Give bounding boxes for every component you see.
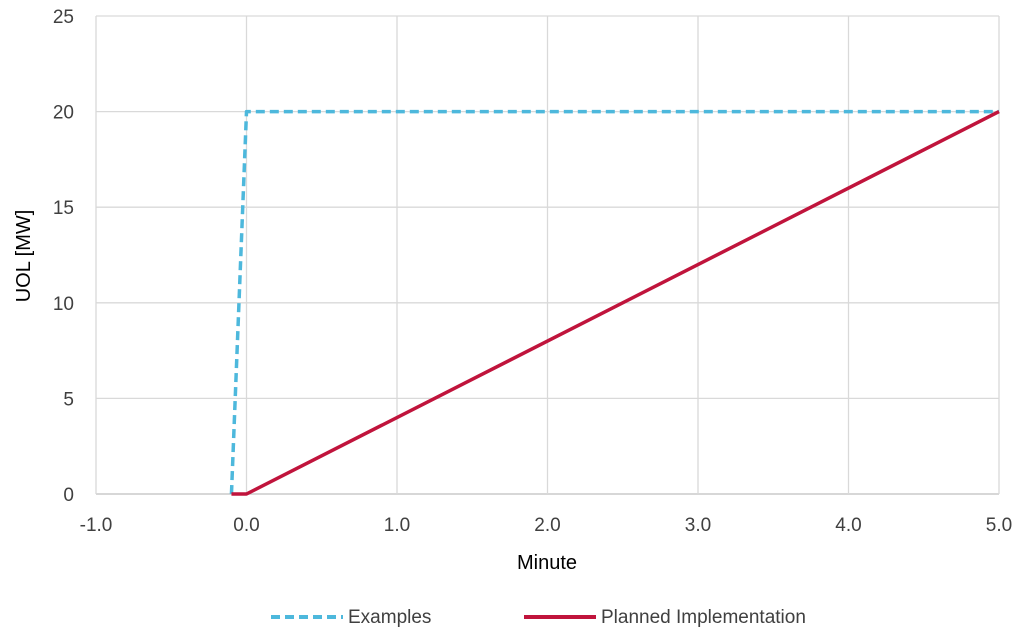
y-tick-label: 15 <box>53 198 74 219</box>
grid-lines <box>95 15 1000 495</box>
legend: Examples Planned Implementation <box>271 607 806 628</box>
y-tick-label: 0 <box>63 485 74 506</box>
x-tick-label: 4.0 <box>835 515 861 536</box>
y-tick-label: 10 <box>53 294 74 315</box>
y-tick-label: 25 <box>53 7 74 28</box>
series-line-planned-implementation <box>231 110 1000 496</box>
series-lines <box>229 109 1000 496</box>
y-tick-label: 5 <box>63 389 74 410</box>
x-tick-label: 5.0 <box>986 515 1012 536</box>
x-tick-label: 0.0 <box>233 515 259 536</box>
series-line-examples <box>229 109 999 495</box>
legend-label: Examples <box>348 607 431 628</box>
tick-labels: 0 5 10 15 20 25 -1.0 0.0 1.0 2.0 3.0 4.0 5.0 <box>53 7 1012 536</box>
x-axis-title: Minute <box>517 552 577 574</box>
y-axis-title: UOL [MW] <box>13 210 35 303</box>
x-tick-label: 2.0 <box>534 515 560 536</box>
x-tick-label: 1.0 <box>384 515 410 536</box>
x-tick-label: 3.0 <box>685 515 711 536</box>
x-tick-label: -1.0 <box>80 515 113 536</box>
y-tick-label: 20 <box>53 103 74 124</box>
legend-label: Planned Implementation <box>601 607 806 628</box>
